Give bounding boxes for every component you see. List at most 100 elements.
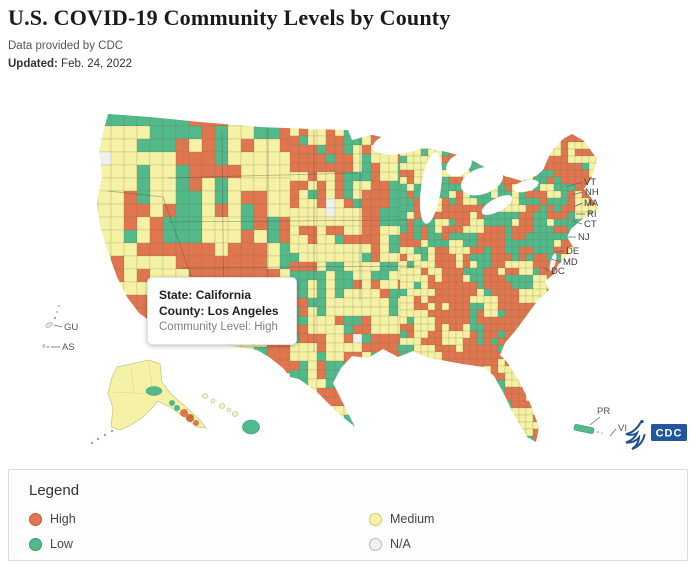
county-cell[interactable] bbox=[532, 211, 541, 220]
county-cell[interactable] bbox=[560, 120, 569, 129]
county-cell[interactable] bbox=[497, 358, 506, 367]
county-cell[interactable] bbox=[448, 309, 457, 318]
county-cell[interactable] bbox=[560, 372, 569, 381]
county-cell[interactable] bbox=[546, 176, 555, 185]
county-cell[interactable] bbox=[553, 302, 562, 311]
county-cell[interactable] bbox=[581, 309, 590, 318]
county-cell[interactable] bbox=[441, 260, 450, 269]
county-cell[interactable] bbox=[397, 396, 408, 407]
county-cell[interactable] bbox=[574, 211, 583, 220]
county-cell[interactable] bbox=[469, 267, 478, 276]
county-cell[interactable] bbox=[455, 330, 464, 339]
county-cell[interactable] bbox=[111, 451, 124, 464]
county-cell[interactable] bbox=[525, 141, 534, 150]
county-cell[interactable] bbox=[162, 359, 177, 374]
county-cell[interactable] bbox=[588, 148, 597, 157]
county-cell[interactable] bbox=[532, 428, 541, 437]
county-cell[interactable] bbox=[469, 246, 478, 255]
county-cell[interactable] bbox=[343, 414, 354, 425]
county-cell[interactable] bbox=[110, 437, 125, 451]
county-cell[interactable] bbox=[289, 216, 300, 227]
county-cell[interactable] bbox=[397, 414, 408, 425]
county-cell[interactable] bbox=[427, 407, 436, 416]
county-cell[interactable] bbox=[539, 386, 548, 395]
county-cell[interactable] bbox=[504, 253, 513, 262]
county-cell[interactable] bbox=[603, 275, 610, 282]
county-cell[interactable] bbox=[398, 451, 407, 460]
county-cell[interactable] bbox=[603, 184, 610, 191]
county-cell[interactable] bbox=[539, 400, 548, 409]
county-cell[interactable] bbox=[289, 252, 300, 263]
county-cell[interactable] bbox=[379, 297, 390, 308]
county-cell[interactable] bbox=[491, 457, 498, 464]
county-cell[interactable] bbox=[298, 252, 309, 263]
county-cell[interactable] bbox=[399, 197, 408, 206]
county-cell[interactable] bbox=[448, 107, 457, 115]
county-cell[interactable] bbox=[334, 288, 345, 299]
county-cell[interactable] bbox=[455, 232, 464, 241]
county-cell[interactable] bbox=[289, 351, 300, 362]
county-cell[interactable] bbox=[85, 333, 99, 348]
county-cell[interactable] bbox=[553, 414, 562, 423]
county-cell[interactable] bbox=[201, 216, 216, 231]
county-cell[interactable] bbox=[188, 177, 203, 192]
county-cell[interactable] bbox=[469, 379, 478, 388]
county-cell[interactable] bbox=[434, 330, 443, 339]
county-cell[interactable] bbox=[441, 176, 450, 185]
county-cell[interactable] bbox=[525, 239, 534, 248]
county-cell[interactable] bbox=[352, 189, 363, 200]
county-cell[interactable] bbox=[334, 441, 345, 451]
county-cell[interactable] bbox=[525, 169, 534, 178]
county-cell[interactable] bbox=[97, 138, 112, 153]
county-cell[interactable] bbox=[399, 114, 408, 122]
county-cell[interactable] bbox=[308, 100, 317, 109]
county-cell[interactable] bbox=[420, 323, 429, 332]
county-cell[interactable] bbox=[518, 281, 527, 290]
county-cell[interactable] bbox=[455, 211, 464, 220]
county-cell[interactable] bbox=[553, 148, 562, 157]
county-cell[interactable] bbox=[441, 302, 450, 311]
county-cell[interactable] bbox=[525, 274, 534, 283]
county-cell[interactable] bbox=[370, 441, 381, 451]
county-cell[interactable] bbox=[525, 295, 534, 304]
county-cell[interactable] bbox=[553, 162, 562, 171]
county-cell[interactable] bbox=[483, 120, 492, 129]
county-cell[interactable] bbox=[97, 151, 112, 166]
county-cell[interactable] bbox=[361, 279, 372, 290]
county-cell[interactable] bbox=[370, 423, 381, 434]
county-cell[interactable] bbox=[316, 297, 327, 308]
county-cell[interactable] bbox=[525, 337, 534, 346]
county-cell[interactable] bbox=[316, 360, 327, 371]
county-cell[interactable] bbox=[298, 432, 309, 442]
county-cell[interactable] bbox=[546, 407, 555, 416]
county-cell[interactable] bbox=[201, 177, 216, 192]
county-cell[interactable] bbox=[361, 423, 372, 434]
county-cell[interactable] bbox=[427, 351, 436, 360]
county-cell[interactable] bbox=[420, 358, 429, 367]
county-cell[interactable] bbox=[567, 120, 576, 129]
county-cell[interactable] bbox=[483, 134, 492, 143]
county-cell[interactable] bbox=[483, 281, 492, 290]
county-cell[interactable] bbox=[441, 107, 450, 115]
county-cell[interactable] bbox=[546, 379, 555, 388]
county-cell[interactable] bbox=[553, 134, 562, 143]
county-cell[interactable] bbox=[307, 171, 318, 182]
county-cell[interactable] bbox=[399, 225, 408, 234]
county-cell[interactable] bbox=[595, 386, 603, 395]
county-cell[interactable] bbox=[399, 309, 408, 318]
county-cell[interactable] bbox=[361, 144, 372, 155]
county-cell[interactable] bbox=[567, 204, 576, 213]
county-cell[interactable] bbox=[546, 162, 555, 171]
county-cell[interactable] bbox=[434, 337, 443, 346]
county-cell[interactable] bbox=[462, 204, 471, 213]
county-cell[interactable] bbox=[307, 342, 318, 353]
county-cell[interactable] bbox=[343, 369, 354, 380]
county-cell[interactable] bbox=[588, 134, 597, 143]
county-cell[interactable] bbox=[560, 225, 569, 234]
county-cell[interactable] bbox=[525, 330, 534, 339]
county-cell[interactable] bbox=[427, 386, 436, 395]
county-cell[interactable] bbox=[420, 400, 429, 409]
county-cell[interactable] bbox=[214, 229, 229, 244]
county-cell[interactable] bbox=[298, 396, 309, 407]
county-cell[interactable] bbox=[370, 171, 381, 182]
